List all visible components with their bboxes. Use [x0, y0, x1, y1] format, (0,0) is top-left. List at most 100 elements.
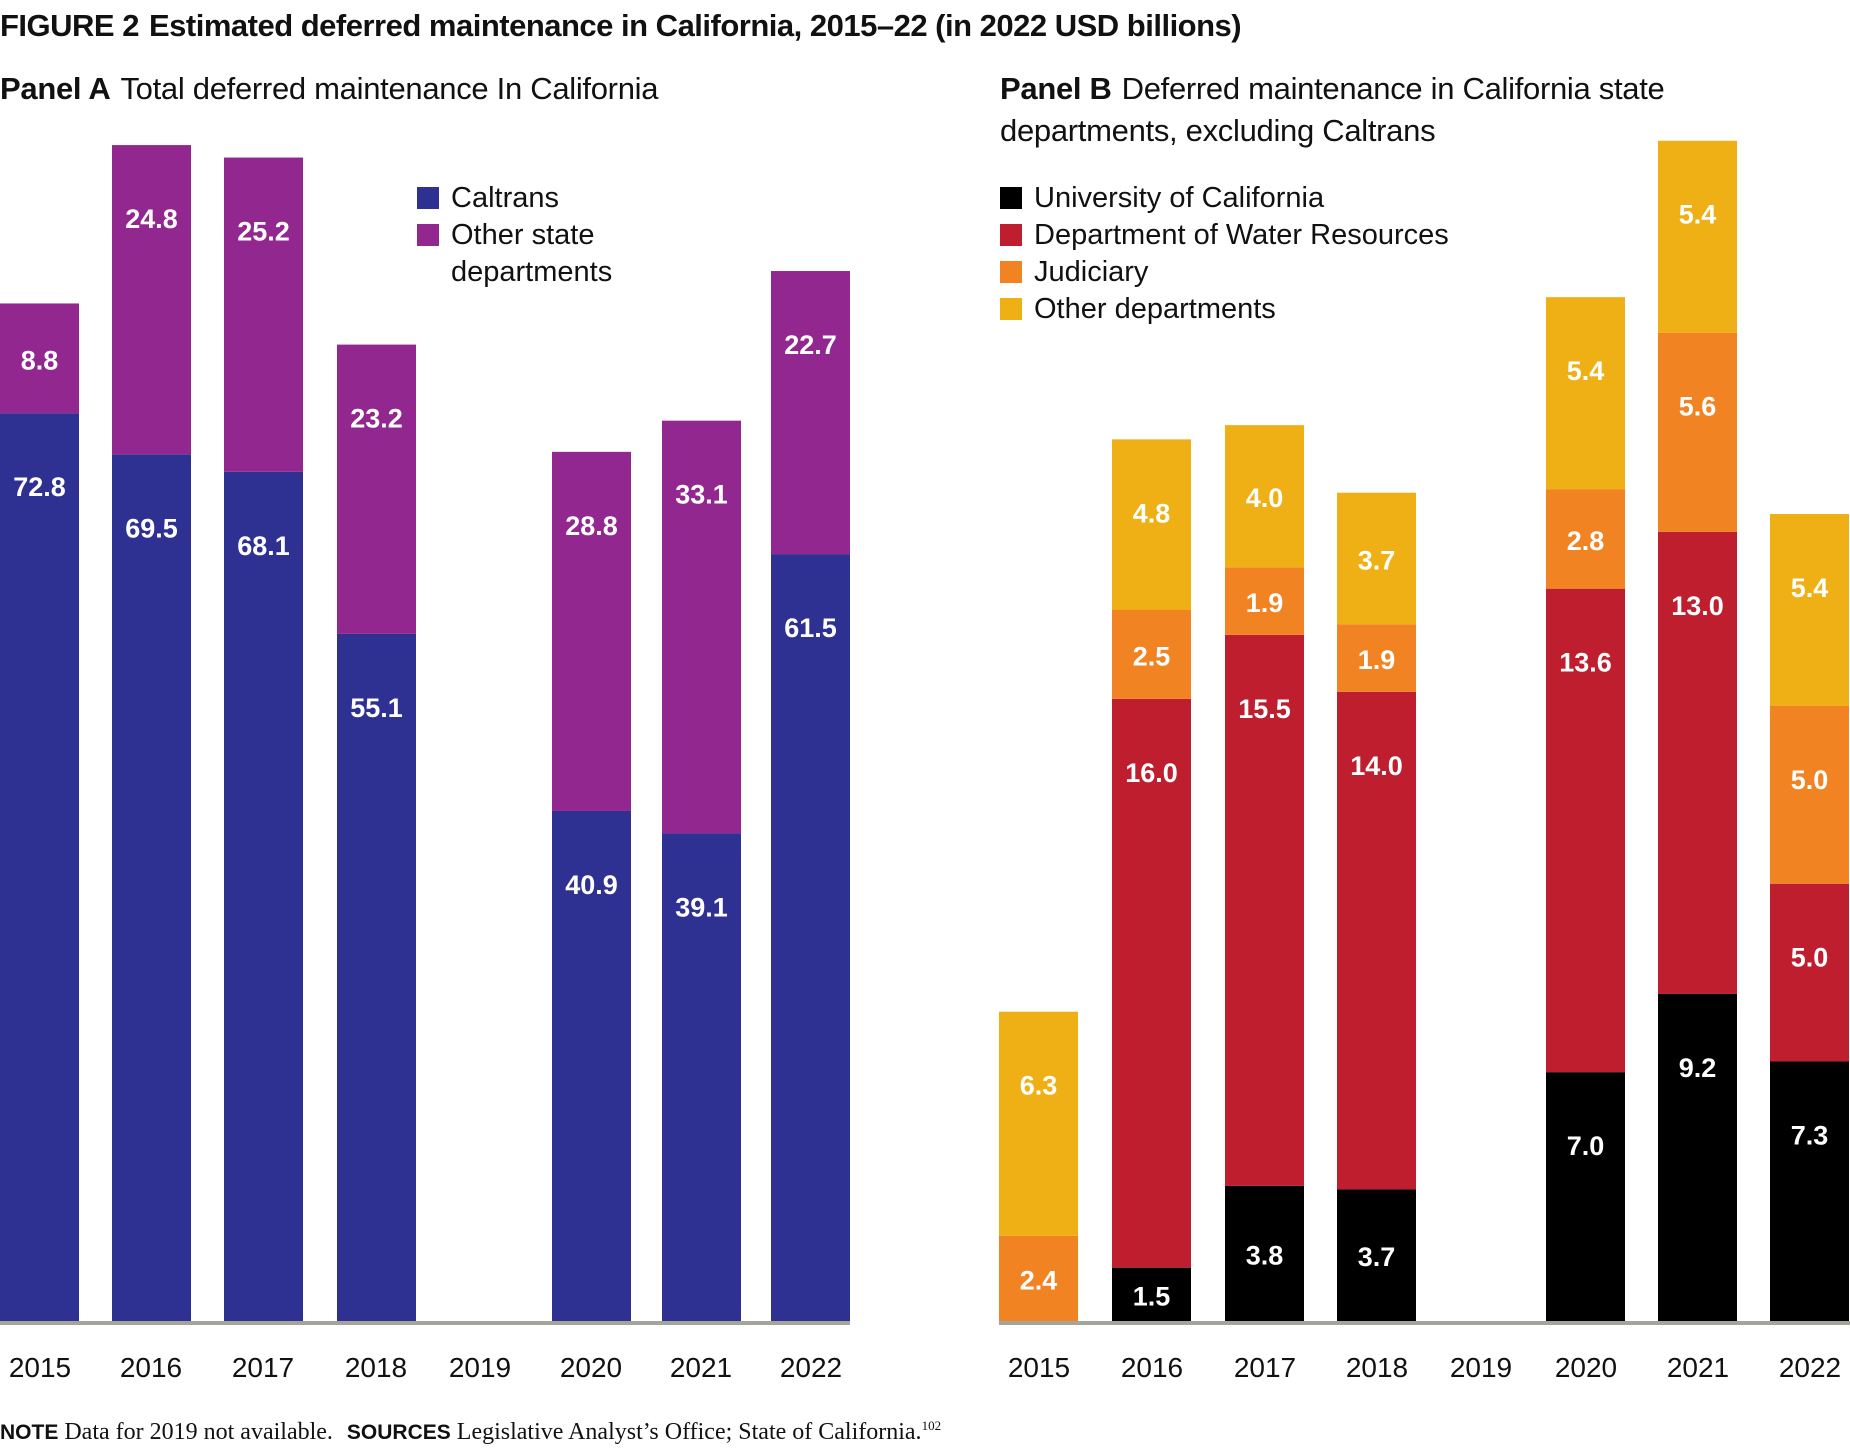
panel-b-data-label-2017-other-departments: 4.0: [1246, 483, 1284, 513]
panel-a-bar-2015-caltrans: [0, 413, 79, 1322]
panel-a-data-label-2018-caltrans: 55.1: [350, 693, 403, 723]
panel-b-bar-2020-judiciary: [1546, 489, 1625, 589]
legend-label: Department of Water Resources: [1034, 219, 1449, 251]
legend-item: Other state departments: [417, 217, 641, 291]
panel-a-data-label-2021-other-state-departments: 33.1: [675, 480, 728, 510]
panel-a-x-tick-label-2020: 2020: [560, 1352, 622, 1383]
panel-b-data-label-2016-judiciary: 2.5: [1133, 641, 1171, 671]
panel-a-bar-2020-other-state-departments: [552, 451, 631, 811]
panel-b-bar-2018-other-departments: [1337, 492, 1416, 625]
panel-b-bar-2022-other-departments: [1770, 514, 1849, 706]
panel-a-bar-2021-other-state-departments: [662, 420, 741, 834]
panel-a-data-label-2022-other-state-departments: 22.7: [784, 330, 837, 360]
panel-b-data-label-2020-university-of-california: 7.0: [1567, 1131, 1605, 1161]
panel-b-data-label-2022-department-of-water-resources: 5.0: [1791, 943, 1829, 973]
sources-text: Legislative Analyst’s Office; State of C…: [456, 1419, 922, 1445]
panel-a-bar-2018-other-state-departments: [337, 344, 416, 634]
sources-label: SOURCES: [346, 1421, 451, 1444]
panel-b-data-label-2020-judiciary: 2.8: [1567, 526, 1605, 556]
panel-b-bar-2018-department-of-water-resources: [1337, 691, 1416, 1190]
figure-title-text: Estimated deferred maintenance in Califo…: [148, 8, 1242, 43]
legend-label: Caltrans: [451, 182, 559, 214]
panel-b-bar-2020-university-of-california: [1546, 1072, 1625, 1321]
panel-a-bar-2022-other-state-departments: [771, 271, 850, 555]
panel-a-data-label-2015-other-state-departments: 8.8: [21, 345, 59, 375]
panel-a-bar-2015-other-state-departments: [0, 303, 79, 414]
panel-b-data-label-2018-judiciary: 1.9: [1358, 645, 1396, 675]
panel-b-x-tick-label-2016: 2016: [1121, 1352, 1183, 1383]
note-text: Data for 2019 not available.: [64, 1419, 333, 1445]
panel-a-data-label-2017-other-state-departments: 25.2: [237, 217, 290, 247]
legend-label: Other departments: [1034, 293, 1276, 325]
panel-b-title-text: Deferred maintenance in California state…: [1000, 71, 1665, 148]
panel-b-bar-2022-judiciary: [1770, 705, 1849, 884]
panel-b-data-label-2018-other-departments: 3.7: [1358, 545, 1396, 575]
panel-b-bar-2022-university-of-california: [1770, 1061, 1849, 1321]
figure-label: FIGURE 2: [0, 8, 139, 43]
panel-a-data-label-2022-caltrans: 61.5: [784, 613, 837, 643]
panel-a-data-label-2015-caltrans: 72.8: [13, 472, 66, 502]
footnote-ref: 102: [921, 1418, 942, 1433]
panel-b-bar-2017-department-of-water-resources: [1225, 634, 1304, 1186]
legend-label: Judiciary: [1034, 256, 1149, 288]
panel-a-data-label-2016-other-state-departments: 24.8: [125, 204, 178, 234]
panel-a-data-label-2017-caltrans: 68.1: [237, 531, 290, 561]
panel-a-x-tick-label-2021: 2021: [670, 1352, 732, 1383]
panel-b-x-tick-label-2020: 2020: [1555, 1352, 1617, 1383]
legend-item: Caltrans: [417, 180, 641, 217]
panel-a-data-label-2016-caltrans: 69.5: [125, 513, 178, 543]
legend-item: Other departments: [1000, 291, 1449, 328]
legend-item: Judiciary: [1000, 254, 1449, 291]
panel-b-x-tick-label-2019: 2019: [1450, 1352, 1512, 1383]
panel-b-x-tick-label-2022: 2022: [1779, 1352, 1841, 1383]
panel-b-data-label-2017-department-of-water-resources: 15.5: [1238, 694, 1291, 724]
panel-b-data-label-2020-department-of-water-resources: 13.6: [1559, 648, 1612, 678]
panel-b-data-label-2022-university-of-california: 7.3: [1791, 1120, 1829, 1150]
panel-b-data-label-2021-judiciary: 5.6: [1679, 392, 1717, 422]
legend-label: University of California: [1034, 182, 1325, 214]
note-label: NOTE: [0, 1421, 59, 1444]
panel-b-bar-2017-other-departments: [1225, 425, 1304, 568]
panel-b-data-label-2017-judiciary: 1.9: [1246, 588, 1284, 618]
panel-a-bar-2021-caltrans: [662, 833, 741, 1321]
panel-b-data-label-2016-department-of-water-resources: 16.0: [1125, 758, 1178, 788]
panel-b-bar-2015-judiciary: [999, 1235, 1078, 1321]
panel-b-bar-2020-other-departments: [1546, 297, 1625, 490]
panel-b-bar-2021-judiciary: [1658, 332, 1737, 532]
panel-b-bar-2018-university-of-california: [1337, 1189, 1416, 1321]
panel-a-x-tick-label-2022: 2022: [780, 1352, 842, 1383]
panel-a-x-tick-label-2019: 2019: [449, 1352, 511, 1383]
panel-a-data-label-2018-other-state-departments: 23.2: [350, 404, 403, 434]
panel-b-bar-2021-department-of-water-resources: [1658, 531, 1737, 994]
panel-a-x-tick-label-2017: 2017: [232, 1352, 294, 1383]
panel-b-bar-2016-other-departments: [1112, 439, 1191, 610]
panel-b-data-label-2015-judiciary: 2.4: [1020, 1265, 1058, 1295]
legend-swatch: [1000, 187, 1022, 209]
panel-a-bar-2022-caltrans: [771, 554, 850, 1321]
legend-item: University of California: [1000, 180, 1449, 217]
panel-a-bar-2016-other-state-departments: [112, 145, 191, 455]
panel-a-x-tick-label-2018: 2018: [345, 1352, 407, 1383]
panel-b-bar-2015-other-departments: [999, 1011, 1078, 1236]
panel-b-bar-2020-department-of-water-resources: [1546, 588, 1625, 1073]
legend-swatch: [1000, 261, 1022, 283]
panel-b-title: Panel B Deferred maintenance in Californi…: [1000, 68, 1800, 152]
panel-a-data-label-2020-other-state-departments: 28.8: [565, 511, 618, 541]
panel-a-bar-2017-caltrans: [224, 471, 303, 1322]
panel-b-x-tick-label-2021: 2021: [1667, 1352, 1729, 1383]
panel-b-data-label-2020-other-departments: 5.4: [1567, 356, 1605, 386]
panel-b-data-label-2016-university-of-california: 1.5: [1133, 1281, 1171, 1311]
panel-b-x-tick-label-2018: 2018: [1346, 1352, 1408, 1383]
panel-a-title-text: Total deferred maintenance In California: [120, 71, 659, 106]
panel-a-data-label-2021-caltrans: 39.1: [675, 892, 728, 922]
panel-b-data-label-2016-other-departments: 4.8: [1133, 498, 1171, 528]
panel-a-data-label-2020-caltrans: 40.9: [565, 870, 618, 900]
panel-a-label: Panel A: [0, 71, 111, 106]
panel-b-bar-2016-university-of-california: [1112, 1267, 1191, 1321]
panel-a-x-tick-label-2016: 2016: [120, 1352, 182, 1383]
panel-b-legend: University of California Department of Wa…: [1000, 180, 1449, 328]
panel-b-bar-2018-judiciary: [1337, 624, 1416, 692]
figure-title: FIGURE 2 Estimated deferred maintenance i…: [0, 8, 1242, 44]
legend-label: Other state departments: [451, 219, 613, 288]
